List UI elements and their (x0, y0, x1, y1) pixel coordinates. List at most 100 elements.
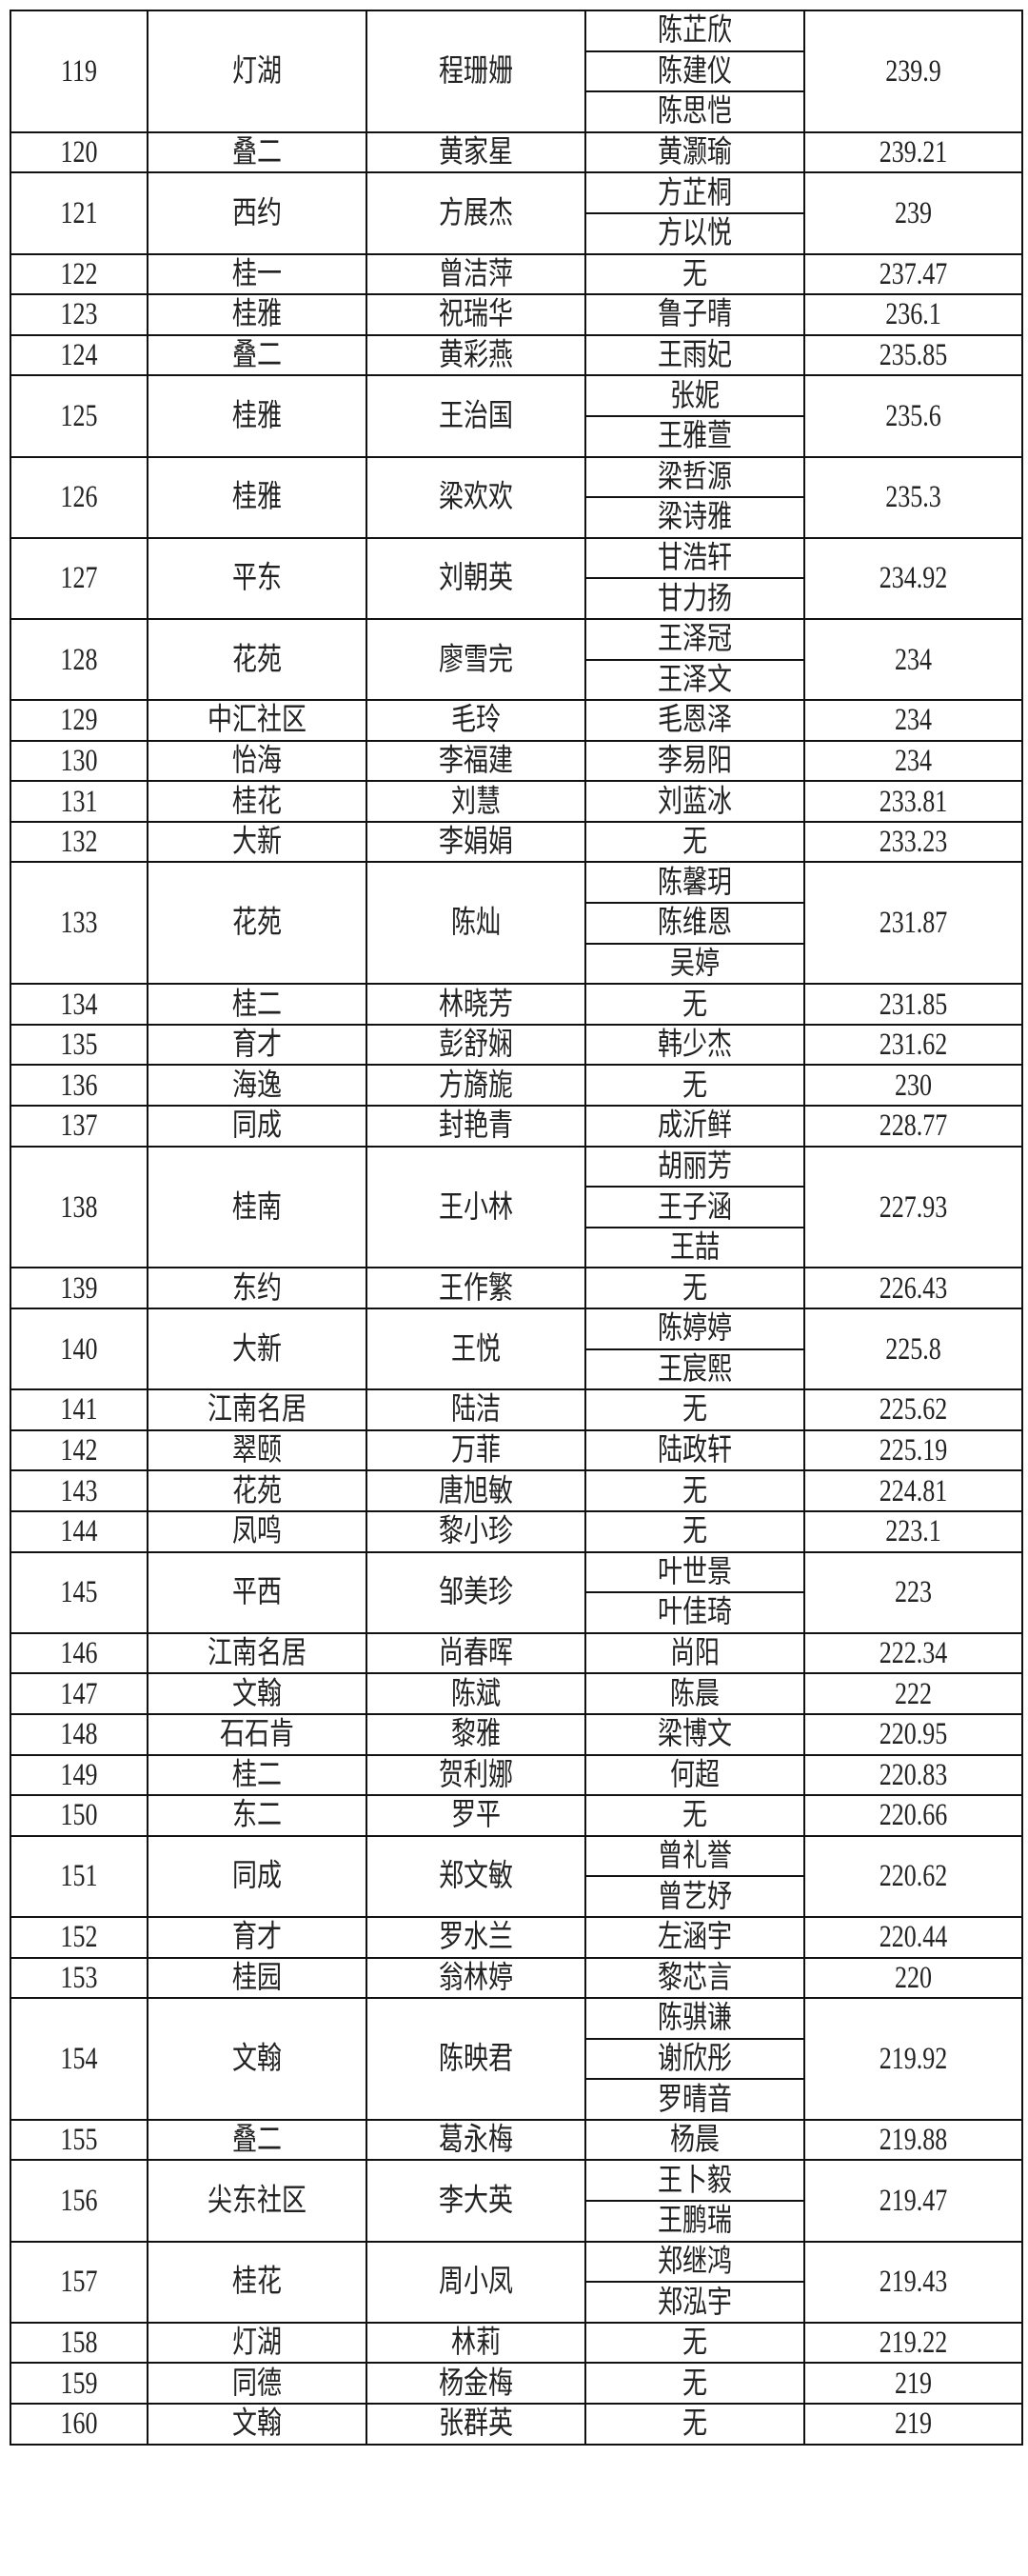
child-name-cell: 王宸熙 (584, 1348, 805, 1391)
name-cell: 廖雪完 (366, 617, 586, 702)
name-cell-text: 毛玲 (450, 702, 501, 737)
score-cell: 223.1 (803, 1509, 1023, 1553)
child-name-cell: 王子涵 (584, 1186, 805, 1228)
community-cell-text: 同德 (231, 2365, 282, 2401)
table-row: 157 桂花 周小凤 郑继鸿 219.43 (10, 2240, 1023, 2324)
community-cell-text: 文翰 (231, 2041, 282, 2076)
name-cell-text: 罗水兰 (438, 1919, 513, 1954)
name-cell-text: 林莉 (450, 2325, 501, 2360)
child-name-cell-text: 王子涵 (657, 1188, 732, 1225)
name-cell: 刘慧 (366, 780, 586, 823)
rank-cell-text: 159 (60, 2365, 98, 2401)
child-name-cell: 王泽冠 (584, 617, 805, 661)
table-row: 144 凤鸣 黎小珍 无 223.1 (10, 1509, 1023, 1553)
table-row: 137 同成 封艳青 成沂鲜 228.77 (10, 1105, 1023, 1148)
rank-cell: 152 (10, 1915, 148, 1959)
community-cell-text: 石石肯 (219, 1716, 294, 1751)
community-cell: 大新 (147, 1307, 367, 1391)
name-cell: 黄家星 (366, 130, 586, 174)
name-cell-text: 陆洁 (450, 1391, 501, 1427)
table-subrow: 王子涵 (10, 1186, 1022, 1228)
community-cell: 海逸 (147, 1064, 367, 1108)
rank-cell: 148 (10, 1712, 148, 1756)
name-cell-text: 程珊姗 (438, 53, 513, 89)
rank-cell-text: 138 (60, 1188, 98, 1225)
child-name-cell: 郑泓宇 (584, 2281, 805, 2324)
name-cell: 李大英 (366, 2159, 586, 2243)
community-cell-text: 东约 (231, 1269, 282, 1306)
community-cell-text: 大新 (231, 824, 282, 859)
child-name-cell: 方芷桐 (584, 171, 805, 214)
name-cell-text: 封艳青 (438, 1108, 513, 1143)
name-cell-text: 周小凤 (438, 2264, 513, 2299)
rank-cell: 128 (10, 617, 148, 702)
name-cell: 林晓芳 (366, 983, 586, 1026)
table-row: 143 花苑 唐旭敏 无 224.81 (10, 1469, 1023, 1512)
name-cell-text: 邹美珍 (438, 1574, 513, 1609)
rank-cell: 140 (10, 1307, 148, 1391)
rank-cell: 154 (10, 1997, 148, 2121)
score-cell-text: 225.8 (885, 1330, 941, 1367)
child-name-cell: 曾艺妤 (584, 1875, 805, 1918)
child-name-cell: 王喆 (584, 1226, 805, 1269)
table-row: 142 翠颐 万菲 陆政轩 225.19 (10, 1428, 1023, 1472)
table-subrow: 吴婷 (10, 942, 1022, 986)
child-name-cell-text: 张妮 (669, 377, 720, 413)
name-cell-text: 张群英 (438, 2406, 513, 2441)
score-cell-text: 239 (895, 195, 932, 230)
table-row: 130 怡海 李福建 李易阳 234 (10, 739, 1023, 783)
score-cell: 228.77 (803, 1105, 1023, 1148)
rank-cell-text: 134 (60, 986, 98, 1022)
community-cell: 平西 (147, 1550, 367, 1634)
child-name-cell: 无 (584, 1388, 805, 1431)
rank-cell-text: 160 (60, 2406, 98, 2441)
table-row: 155 叠二 葛永梅 杨晨 219.88 (10, 2118, 1023, 2162)
community-cell: 尖东社区 (147, 2159, 367, 2243)
community-cell: 花苑 (147, 861, 367, 986)
community-cell: 叠二 (147, 333, 367, 377)
score-cell: 220 (803, 1956, 1023, 2000)
name-cell-text: 刘朝英 (438, 560, 513, 595)
child-name-cell: 叶佳琦 (584, 1591, 805, 1634)
child-name-cell: 梁哲源 (584, 455, 805, 499)
score-cell: 219.92 (803, 1997, 1023, 2121)
community-cell-text: 西约 (231, 195, 282, 230)
child-name-cell: 韩少杰 (584, 1023, 805, 1067)
child-name-cell: 成沂鲜 (584, 1105, 805, 1148)
rank-cell: 133 (10, 861, 148, 986)
score-cell: 219.22 (803, 2321, 1023, 2365)
name-cell: 郑文敏 (366, 1834, 586, 1918)
community-cell: 桂二 (147, 1753, 367, 1797)
community-cell-text: 文翰 (231, 2406, 282, 2441)
community-cell: 江南名居 (147, 1388, 367, 1431)
rank-cell: 147 (10, 1672, 148, 1715)
name-cell: 黎雅 (366, 1712, 586, 1756)
table-row: 150 东二 罗平 无 220.66 (10, 1794, 1023, 1837)
child-name-cell: 张妮 (584, 374, 805, 417)
child-name-cell-text: 李易阳 (657, 743, 732, 778)
score-cell-text: 219.22 (879, 2325, 948, 2360)
child-name-cell-text: 成沂鲜 (657, 1108, 732, 1143)
score-cell: 234 (803, 739, 1023, 783)
table-subrow: 王鹏瑞 (10, 2200, 1022, 2243)
name-cell-text: 方旖旎 (438, 1067, 513, 1103)
community-cell: 花苑 (147, 1469, 367, 1512)
community-cell: 桂雅 (147, 293, 367, 336)
rank-cell-text: 131 (60, 783, 98, 819)
community-cell: 桂一 (147, 252, 367, 296)
community-cell: 凤鸣 (147, 1509, 367, 1553)
score-cell: 239 (803, 171, 1023, 255)
table-subrow: 曾艺妤 (10, 1875, 1022, 1918)
rank-cell: 151 (10, 1834, 148, 1918)
table-subrow: 梁诗雅 (10, 496, 1022, 539)
score-cell-text: 225.62 (879, 1391, 948, 1427)
table-subrow: 王泽文 (10, 658, 1022, 702)
name-cell-text: 尚春晖 (438, 1635, 513, 1670)
child-name-cell: 陈维恩 (584, 902, 805, 945)
rank-cell: 136 (10, 1064, 148, 1108)
score-cell-text: 231.87 (879, 905, 948, 940)
rank-cell-text: 143 (60, 1472, 98, 1508)
rank-cell-text: 147 (60, 1675, 98, 1711)
child-name-cell-text: 郑泓宇 (657, 2284, 732, 2320)
community-cell-text: 桂雅 (231, 398, 282, 433)
